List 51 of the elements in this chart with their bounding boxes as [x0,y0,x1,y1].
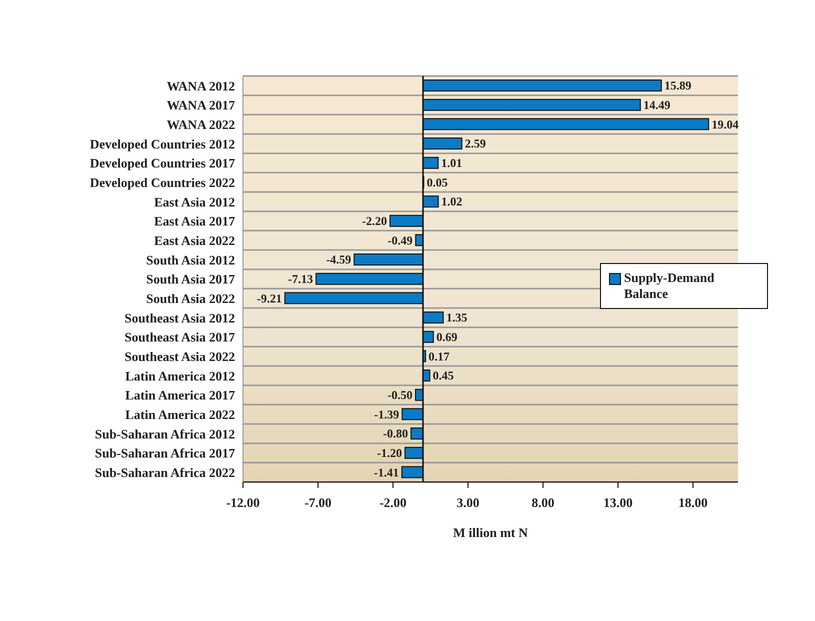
data-label: 14.49 [643,98,670,112]
data-label: -7.13 [288,272,314,286]
y-tick-label: Latin America 2017 [125,388,236,403]
data-label: 0.45 [432,368,454,383]
y-tick-label: Southeast Asia 2022 [124,348,235,364]
legend-label: Supply-Demand Balance [624,270,716,302]
data-label: 15.89 [664,78,692,93]
x-axis-title: M illion mt N [453,525,528,540]
y-tick-label: WANA 2022 [166,116,235,132]
data-label: 0.69 [436,330,458,344]
x-tick-label: -7.00 [304,495,332,510]
y-tick-label: WANA 2012 [166,78,235,94]
data-label: -2.20 [362,214,387,228]
data-label: 1.02 [441,194,462,209]
data-label: -1.41 [374,465,399,480]
y-tick-label: Latin America 2012 [125,368,235,384]
x-tick-label: -12.00 [226,495,260,510]
data-label: -0.80 [383,426,408,441]
y-tick-label: WANA 2017 [166,98,236,113]
y-tick-label: Developed Countries 2022 [90,174,235,190]
data-label: -1.20 [377,446,402,460]
y-tick-label: Sub-Saharan Africa 2022 [94,464,235,480]
y-tick-label: Latin America 2022 [125,406,235,422]
y-tick-label: South Asia 2022 [146,290,235,306]
y-tick-label: East Asia 2017 [154,214,236,229]
data-label: 0.05 [426,175,448,190]
data-label: 1.35 [446,310,468,325]
x-tick-label: 8.00 [532,495,554,510]
y-tick-label: Developed Countries 2017 [90,156,236,171]
y-tick-label: Sub-Saharan Africa 2017 [94,446,236,461]
data-label: -0.50 [388,388,412,402]
data-label: 0.17 [428,349,450,364]
x-tick-label: 3.00 [456,495,480,510]
y-tick-label: East Asia 2012 [154,194,235,210]
x-tick-label: -2.00 [379,495,407,510]
data-label: -9.21 [256,291,282,306]
y-tick-label: Developed Countries 2012 [90,136,235,152]
data-label: -0.49 [388,233,413,248]
y-tick-label: Southeast Asia 2017 [124,330,236,345]
y-tick-label: East Asia 2022 [154,232,235,248]
x-tick-label: 18.00 [678,495,708,510]
y-tick-label: Sub-Saharan Africa 2012 [94,426,235,442]
data-label: 19.04 [712,117,739,132]
y-tick-label: South Asia 2012 [146,252,235,268]
y-tick-label: Southeast Asia 2012 [124,310,235,326]
data-label: 1.01 [441,156,462,170]
data-label: -1.39 [374,407,400,422]
data-label: -4.59 [326,252,352,267]
y-tick-label: South Asia 2017 [146,272,236,287]
data-label: 2.59 [464,136,486,151]
x-tick-label: 13.00 [603,495,633,510]
